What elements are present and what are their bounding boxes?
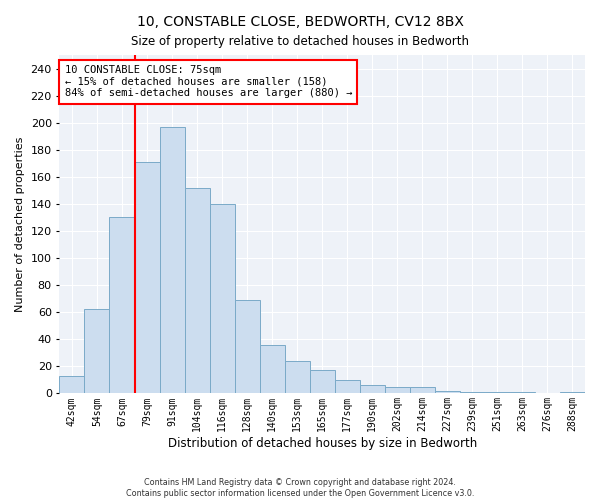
Bar	[160, 126, 185, 394]
Bar	[209, 204, 235, 394]
Bar	[410, 386, 435, 394]
Bar	[460, 392, 485, 394]
Bar	[260, 344, 284, 394]
Bar	[235, 300, 260, 394]
Bar	[59, 376, 85, 394]
Bar	[185, 188, 209, 394]
Bar	[385, 386, 410, 394]
Bar	[109, 218, 134, 394]
Bar	[485, 392, 510, 394]
Text: Contains HM Land Registry data © Crown copyright and database right 2024.
Contai: Contains HM Land Registry data © Crown c…	[126, 478, 474, 498]
Bar	[510, 392, 535, 394]
Text: Size of property relative to detached houses in Bedworth: Size of property relative to detached ho…	[131, 35, 469, 48]
Y-axis label: Number of detached properties: Number of detached properties	[15, 136, 25, 312]
Bar	[85, 310, 109, 394]
Bar	[134, 162, 160, 394]
Bar	[360, 386, 385, 394]
Bar	[335, 380, 360, 394]
Bar	[560, 392, 585, 394]
Text: 10, CONSTABLE CLOSE, BEDWORTH, CV12 8BX: 10, CONSTABLE CLOSE, BEDWORTH, CV12 8BX	[137, 15, 463, 29]
Bar	[310, 370, 335, 394]
Bar	[284, 361, 310, 394]
Text: 10 CONSTABLE CLOSE: 75sqm
← 15% of detached houses are smaller (158)
84% of semi: 10 CONSTABLE CLOSE: 75sqm ← 15% of detac…	[65, 65, 352, 98]
Bar	[435, 390, 460, 394]
X-axis label: Distribution of detached houses by size in Bedworth: Distribution of detached houses by size …	[167, 437, 477, 450]
